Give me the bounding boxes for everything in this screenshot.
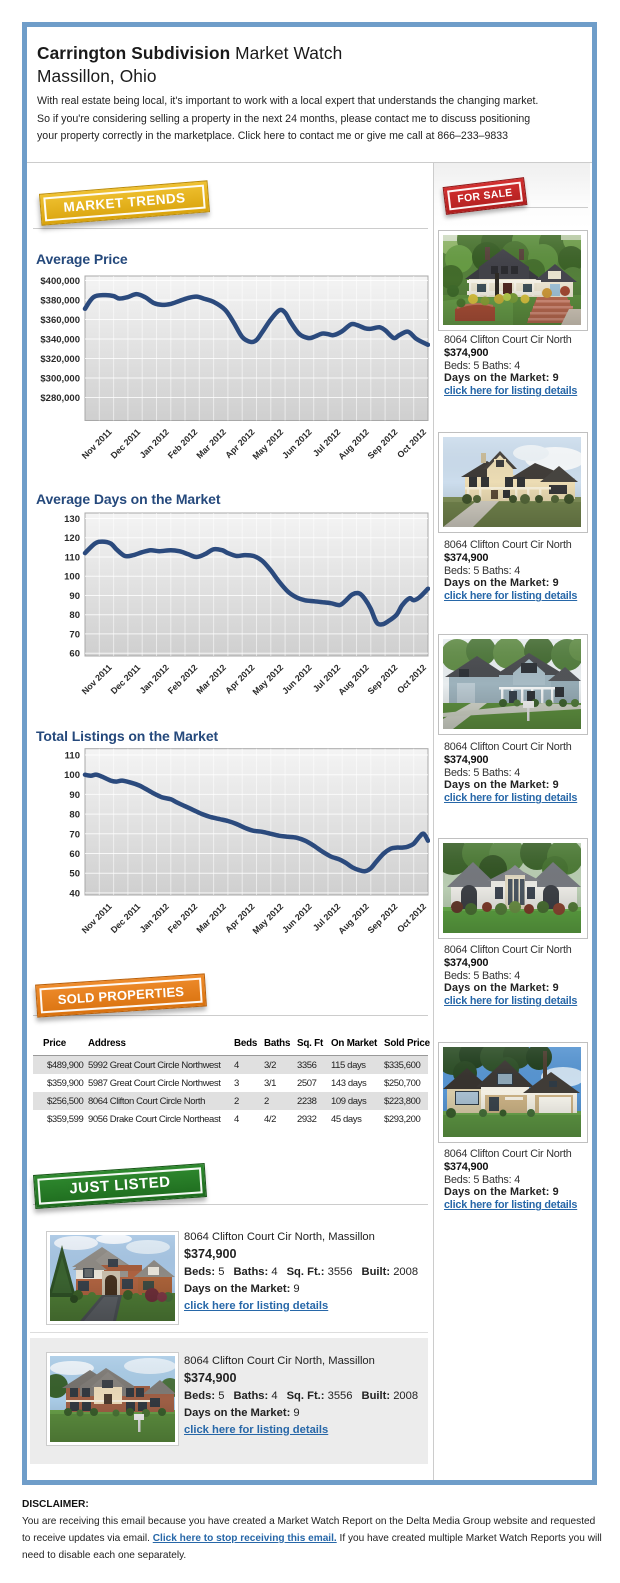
svg-text:Aug 2012: Aug 2012	[336, 662, 371, 697]
svg-text:120: 120	[64, 533, 80, 544]
svg-text:$380,000: $380,000	[40, 296, 80, 307]
svg-text:May 2012: May 2012	[250, 901, 285, 936]
svg-text:Dec 2011: Dec 2011	[109, 901, 143, 935]
svg-text:$360,000: $360,000	[40, 315, 80, 326]
svg-text:60: 60	[69, 849, 80, 860]
svg-text:Nov 2011: Nov 2011	[80, 427, 114, 461]
svg-text:130: 130	[64, 514, 80, 525]
svg-text:Mar 2012: Mar 2012	[194, 901, 228, 935]
svg-text:Mar 2012: Mar 2012	[194, 662, 228, 696]
svg-text:Mar 2012: Mar 2012	[194, 427, 228, 461]
svg-text:$400,000: $400,000	[40, 276, 80, 287]
svg-text:Jun 2012: Jun 2012	[280, 901, 314, 935]
svg-text:60: 60	[69, 649, 80, 660]
svg-text:Jun 2012: Jun 2012	[280, 427, 314, 461]
svg-text:Sep 2012: Sep 2012	[365, 901, 399, 935]
svg-text:Feb 2012: Feb 2012	[166, 427, 200, 461]
svg-text:50: 50	[69, 869, 80, 880]
svg-text:$280,000: $280,000	[40, 393, 80, 404]
svg-text:110: 110	[65, 751, 80, 762]
svg-text:$300,000: $300,000	[40, 374, 80, 385]
svg-text:80: 80	[69, 810, 80, 821]
svg-text:May 2012: May 2012	[250, 662, 285, 697]
svg-text:Nov 2011: Nov 2011	[80, 901, 114, 935]
svg-text:$320,000: $320,000	[40, 354, 80, 365]
svg-text:Aug 2012: Aug 2012	[336, 901, 371, 936]
svg-text:Sep 2012: Sep 2012	[365, 427, 399, 461]
svg-text:Nov 2011: Nov 2011	[80, 662, 114, 696]
svg-text:Jan 2012: Jan 2012	[138, 662, 171, 695]
svg-text:100: 100	[64, 770, 80, 781]
svg-text:$340,000: $340,000	[40, 335, 80, 346]
svg-text:Feb 2012: Feb 2012	[166, 662, 200, 696]
svg-text:Dec 2011: Dec 2011	[109, 662, 143, 696]
svg-text:90: 90	[69, 591, 80, 602]
svg-text:Oct 2012: Oct 2012	[395, 662, 428, 695]
svg-text:Dec 2011: Dec 2011	[109, 427, 143, 461]
svg-text:Aug 2012: Aug 2012	[336, 427, 371, 462]
svg-text:May 2012: May 2012	[250, 427, 285, 462]
svg-text:Oct 2012: Oct 2012	[395, 901, 428, 934]
svg-text:Jun 2012: Jun 2012	[280, 662, 314, 696]
svg-text:Oct 2012: Oct 2012	[395, 427, 428, 460]
svg-text:Feb 2012: Feb 2012	[166, 901, 200, 935]
svg-text:90: 90	[69, 790, 80, 801]
svg-text:40: 40	[69, 888, 80, 899]
svg-text:Sep 2012: Sep 2012	[365, 662, 399, 696]
svg-text:70: 70	[69, 629, 80, 640]
svg-text:80: 80	[69, 610, 80, 621]
svg-text:70: 70	[69, 829, 80, 840]
svg-text:110: 110	[65, 553, 80, 564]
svg-text:Jan 2012: Jan 2012	[138, 901, 171, 934]
svg-text:Jan 2012: Jan 2012	[138, 427, 171, 460]
svg-text:100: 100	[64, 572, 80, 583]
